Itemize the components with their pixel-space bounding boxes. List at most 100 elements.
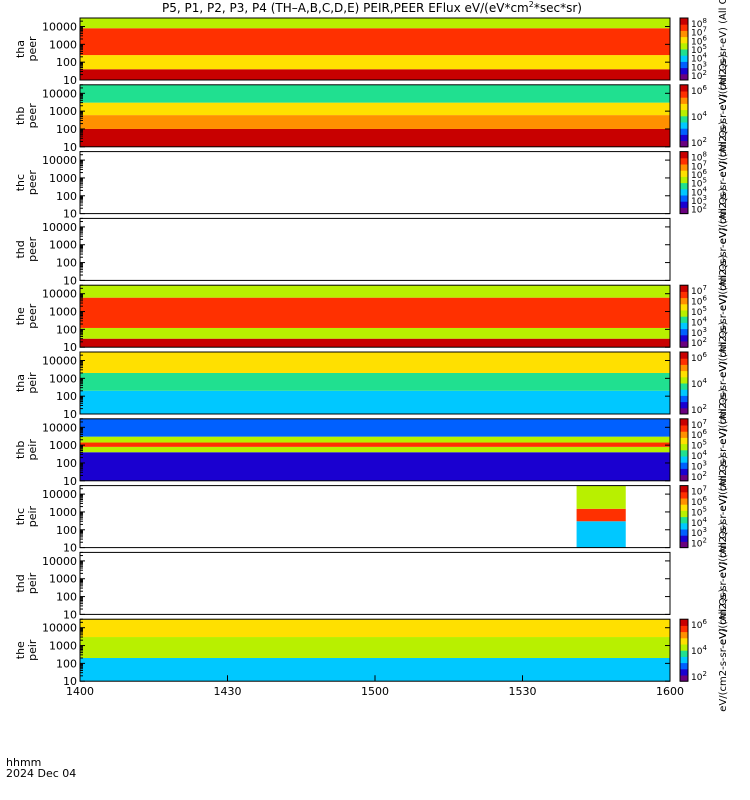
colorbar-frame (679, 351, 689, 415)
colorbar-swatch (680, 437, 688, 445)
colorbar-swatch (680, 316, 688, 323)
colorbar-swatch (680, 449, 688, 457)
colorbar-tick-base: 10 (691, 63, 703, 73)
title-superscript: 2 (529, 0, 534, 9)
colorbar-swatch (680, 650, 688, 657)
spectrogram-band (80, 297, 670, 328)
colorbar-swatch (680, 474, 688, 482)
colorbar-tick-label: 104 (691, 110, 707, 123)
panel-tha-peer: 10100100010000thapeer1081071061051041031… (14, 0, 729, 111)
y-tick-label: 10 (63, 274, 77, 287)
spectrogram-band (576, 508, 626, 522)
colorbar-swatch (680, 97, 688, 104)
panel-label-instrument: peer (26, 303, 39, 329)
y-tick-label: 1000 (49, 172, 77, 185)
spectrogram-band (80, 352, 670, 373)
colorbar-swatch (680, 303, 688, 311)
colorbar-tick-label: 102 (691, 670, 707, 683)
panel-label-instrument: peir (26, 372, 39, 394)
colorbar-tick-exponent: 8 (702, 151, 706, 159)
colorbar-tick-label: 107 (691, 485, 707, 498)
colorbar-tick-base: 10 (691, 180, 703, 190)
y-tick-label: 100 (56, 323, 77, 336)
panel-frame (79, 151, 671, 215)
colorbar-tick-base: 10 (691, 540, 703, 550)
colorbar-swatch (680, 176, 688, 184)
y-tick-label: 10000 (42, 221, 77, 234)
y-tick-label: 1000 (49, 372, 77, 385)
panel-label: thepeer (14, 303, 39, 329)
spectrogram-band (80, 442, 670, 447)
colorbar-tick-label: 107 (691, 159, 707, 172)
colorbar-title: eV/(cm2-s-sr-eV) (All Qs) (718, 522, 729, 645)
y-tick-label: 100 (56, 56, 77, 69)
panel-label-instrument: peir (26, 439, 39, 461)
spectrogram-band (80, 418, 670, 437)
panel-label-instrument: peer (26, 236, 39, 262)
colorbar-tick-base: 10 (691, 87, 703, 97)
colorbar-title: eV/(cm2-s-sr-eV) (All Qs) (718, 321, 729, 444)
colorbar-tick-exponent: 6 (702, 84, 707, 92)
colorbar-tick-label: 106 (691, 495, 707, 508)
colorbar-swatch (680, 516, 688, 524)
colorbar-tick-exponent: 3 (702, 194, 706, 202)
colorbar-tick-base: 10 (691, 162, 703, 172)
colorbar-tick-exponent: 4 (702, 315, 707, 323)
colorbar-tick-exponent: 2 (702, 403, 706, 411)
colorbar-tick-base: 10 (691, 673, 703, 683)
colorbar-swatch (680, 140, 688, 148)
panel-frame (79, 485, 671, 549)
colorbar-tick-base: 10 (691, 406, 703, 416)
spectrogram-band (80, 452, 670, 481)
colorbar-swatch (680, 425, 688, 432)
colorbar-tick-exponent: 6 (702, 428, 707, 436)
spectrogram-band (576, 521, 626, 548)
colorbar-tick-exponent: 4 (702, 52, 707, 60)
panel-label-instrument: peer (26, 103, 39, 129)
colorbar-swatch (680, 24, 688, 31)
y-tick-label: 100 (56, 257, 77, 270)
colorbar-tick-base: 10 (691, 197, 703, 207)
colorbar-tick-label: 102 (691, 537, 707, 550)
colorbar-swatch (680, 389, 688, 396)
colorbar-swatch (680, 383, 688, 390)
colorbar-swatch (680, 619, 688, 626)
colorbar-swatch (680, 30, 688, 38)
colorbar-swatch (680, 103, 688, 111)
colorbar-tick-label: 107 (691, 284, 707, 297)
spectrogram-band (576, 485, 626, 509)
colorbar-tick-exponent: 5 (702, 177, 706, 185)
colorbar-swatch (680, 42, 688, 50)
panel-label-probe: thb (14, 441, 27, 459)
colorbar-tick-exponent: 5 (702, 43, 706, 51)
spectrogram-band (80, 55, 670, 70)
colorbar-swatch (680, 522, 688, 530)
colorbar-swatch (680, 376, 688, 384)
colorbar-tick-base: 10 (691, 308, 703, 318)
y-tick-label: 1000 (49, 105, 77, 118)
colorbar-tick-exponent: 2 (702, 203, 706, 211)
colorbar-tick-exponent: 8 (702, 17, 706, 25)
time-axis: 1400 1430 1500 1530 1600 (66, 675, 684, 698)
colorbar-tick-exponent: 2 (702, 136, 706, 144)
colorbar-tick-base: 10 (691, 442, 703, 452)
panel-label-probe: tha (14, 374, 27, 392)
panel-label-instrument: peir (26, 572, 39, 594)
colorbar-frame (679, 485, 689, 549)
colorbar-swatch (680, 418, 688, 426)
colorbar-tick-exponent: 6 (702, 34, 707, 42)
colorbar-tick-exponent: 3 (702, 60, 706, 68)
colorbar-swatch (680, 55, 688, 62)
colorbar-swatch (680, 195, 688, 202)
colorbar-title: eV/(cm2-s-sr-eV) (All Qs) (718, 121, 729, 244)
colorbar-tick-label: 102 (691, 136, 707, 149)
panel-label: thdpeer (14, 236, 39, 262)
